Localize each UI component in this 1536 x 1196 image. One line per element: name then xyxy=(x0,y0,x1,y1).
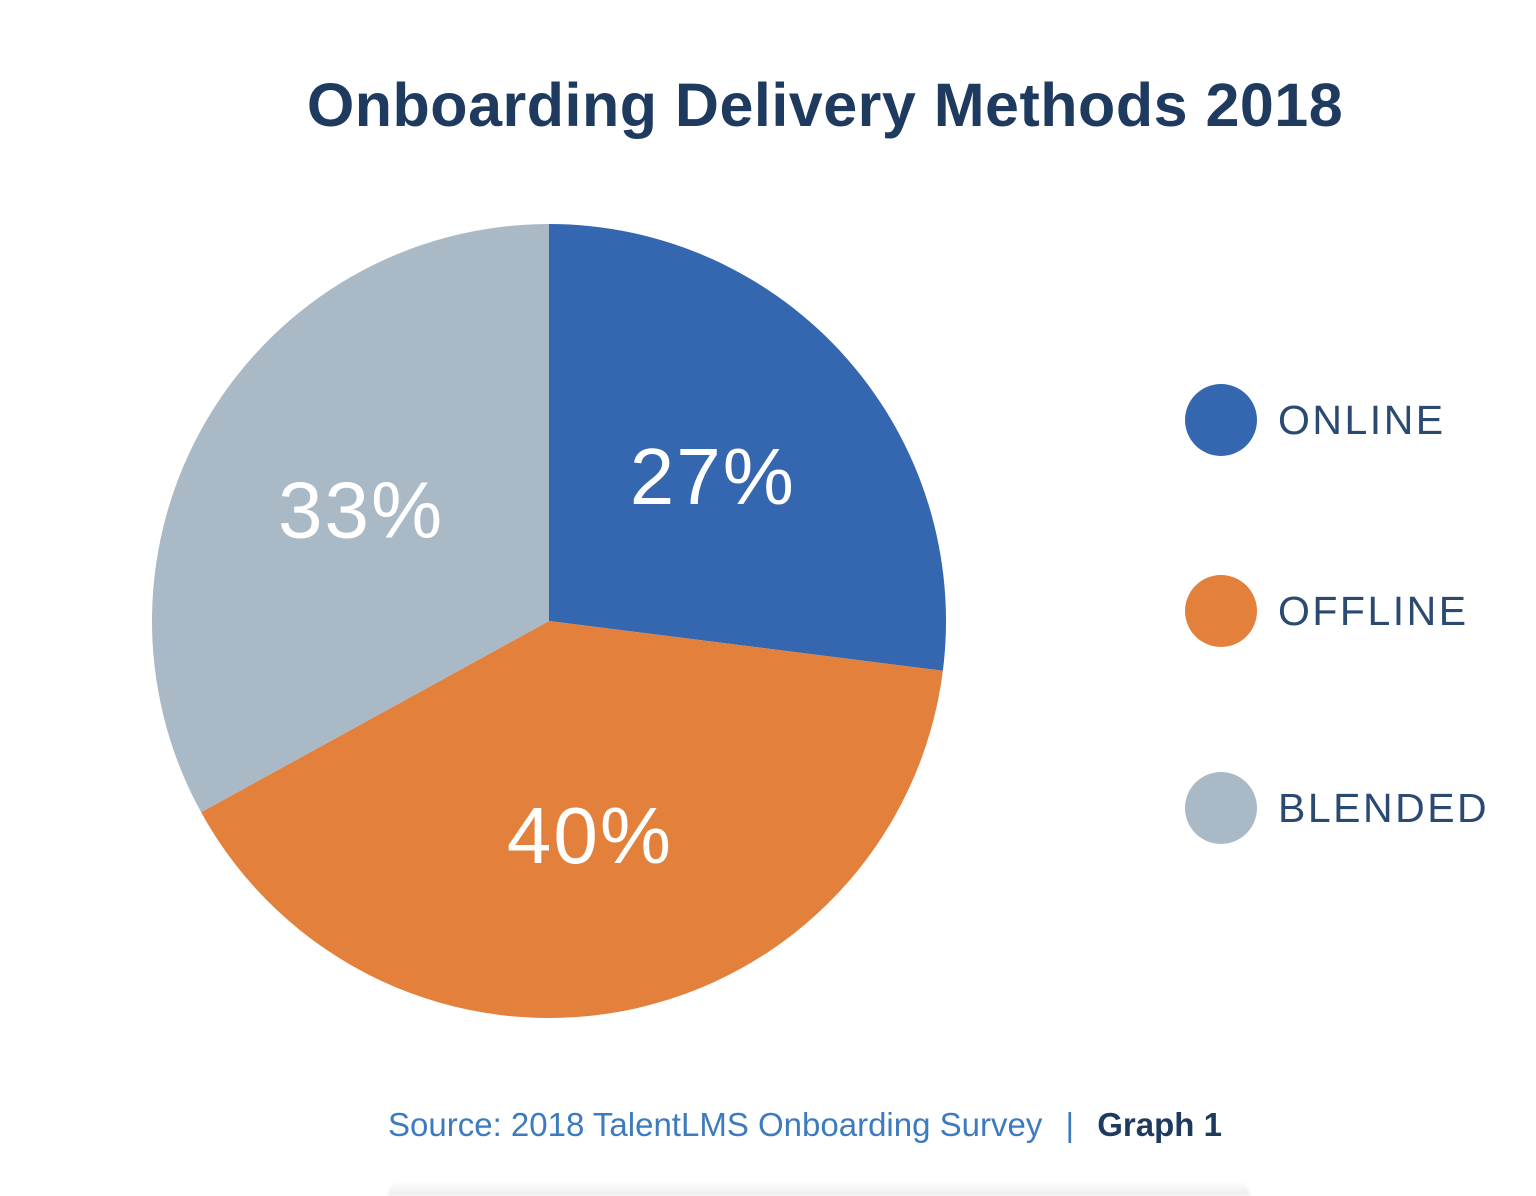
source-separator: | xyxy=(1065,1106,1075,1143)
legend-label-online: ONLINE xyxy=(1278,396,1446,443)
legend-label-offline: OFFLINE xyxy=(1278,587,1469,634)
pie-slice-offline xyxy=(201,621,943,1018)
bottom-card-edge xyxy=(388,1181,1250,1196)
offline-dot-icon xyxy=(1185,575,1257,647)
graph-number-label: Graph 1 xyxy=(1097,1106,1222,1143)
source-text: Source: 2018 TalentLMS Onboarding Survey xyxy=(388,1106,1043,1143)
pie-label-blended: 33% xyxy=(278,465,444,554)
pie-slice-online xyxy=(549,224,946,671)
pie-label-offline: 40% xyxy=(507,791,673,880)
source-line: Source: 2018 TalentLMS Onboarding Survey… xyxy=(388,1106,1222,1144)
pie-slice-blended xyxy=(152,224,550,813)
pie-chart: 27% 40% 33% xyxy=(152,224,946,1018)
chart-title: Onboarding Delivery Methods 2018 xyxy=(306,71,1344,139)
online-dot-icon xyxy=(1185,384,1257,456)
legend-item-online: ONLINE xyxy=(1185,384,1446,456)
pie-label-online: 27% xyxy=(630,432,796,521)
legend-item-blended: BLENDED xyxy=(1185,772,1489,844)
legend-item-offline: OFFLINE xyxy=(1185,575,1469,647)
blended-dot-icon xyxy=(1185,772,1257,844)
legend-label-blended: BLENDED xyxy=(1278,784,1490,831)
